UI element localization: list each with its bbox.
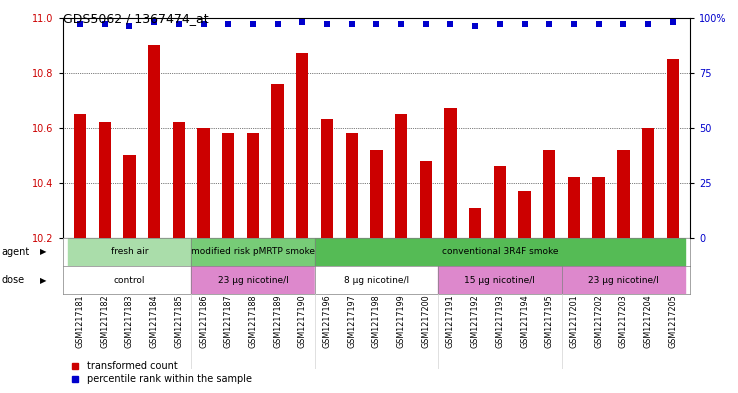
Bar [246, 133, 259, 238]
Text: GSM1217199: GSM1217199 [396, 294, 406, 348]
Bar [642, 128, 654, 238]
Point [667, 19, 679, 25]
Text: agent: agent [1, 247, 30, 257]
Bar [314, 238, 685, 266]
Text: modified risk pMRTP smoke: modified risk pMRTP smoke [191, 248, 315, 256]
Bar [518, 191, 531, 238]
Text: 23 μg nicotine/l: 23 μg nicotine/l [218, 276, 289, 285]
Text: GSM1217198: GSM1217198 [372, 294, 381, 348]
Text: GSM1217194: GSM1217194 [520, 294, 529, 348]
Text: ▶: ▶ [40, 276, 46, 285]
Text: GSM1217204: GSM1217204 [644, 294, 652, 348]
Bar [197, 128, 210, 238]
Text: GSM1217188: GSM1217188 [249, 294, 258, 348]
Point [74, 21, 86, 28]
Bar [345, 133, 358, 238]
Text: dose: dose [1, 275, 24, 285]
Bar [68, 266, 191, 294]
Point [272, 21, 283, 28]
Text: GSM1217182: GSM1217182 [100, 294, 109, 348]
Text: GSM1217197: GSM1217197 [347, 294, 356, 348]
Bar [593, 177, 605, 238]
Bar [568, 177, 580, 238]
Point [469, 23, 481, 29]
Bar [314, 266, 438, 294]
Text: GSM1217187: GSM1217187 [224, 294, 232, 348]
Bar [444, 108, 457, 238]
Text: 8 μg nicotine/l: 8 μg nicotine/l [344, 276, 409, 285]
Text: GSM1217201: GSM1217201 [570, 294, 579, 348]
Bar [543, 150, 556, 238]
Point [321, 21, 333, 28]
Point [99, 21, 111, 28]
Text: GSM1217186: GSM1217186 [199, 294, 208, 348]
Text: GSM1217191: GSM1217191 [446, 294, 455, 348]
Bar [222, 133, 235, 238]
Text: GSM1217202: GSM1217202 [594, 294, 603, 348]
Text: ▶: ▶ [40, 248, 46, 256]
Point [420, 21, 432, 28]
Text: 15 μg nicotine/l: 15 μg nicotine/l [464, 276, 535, 285]
Point [247, 21, 259, 28]
Text: GSM1217196: GSM1217196 [323, 294, 331, 348]
Point [543, 21, 555, 28]
Bar [494, 166, 506, 238]
Text: GSM1217192: GSM1217192 [471, 294, 480, 348]
Legend: transformed count, percentile rank within the sample: transformed count, percentile rank withi… [68, 358, 256, 388]
Point [297, 19, 308, 25]
Text: GSM1217185: GSM1217185 [174, 294, 183, 348]
Bar [420, 161, 432, 238]
Text: conventional 3R4F smoke: conventional 3R4F smoke [441, 248, 558, 256]
Bar [99, 122, 111, 238]
Bar [191, 266, 314, 294]
Bar [173, 122, 185, 238]
Text: GSM1217195: GSM1217195 [545, 294, 554, 348]
Bar [68, 238, 191, 266]
Bar [296, 53, 308, 238]
Text: GSM1217200: GSM1217200 [421, 294, 430, 348]
Point [568, 21, 580, 28]
Text: fresh air: fresh air [111, 248, 148, 256]
Bar [272, 84, 284, 238]
Point [370, 21, 382, 28]
Point [198, 21, 210, 28]
Text: GSM1217203: GSM1217203 [619, 294, 628, 348]
Bar [469, 208, 481, 238]
Point [618, 21, 630, 28]
Point [222, 21, 234, 28]
Bar [148, 45, 160, 238]
Text: 23 μg nicotine/l: 23 μg nicotine/l [588, 276, 659, 285]
Text: GSM1217190: GSM1217190 [298, 294, 307, 348]
Text: GSM1217205: GSM1217205 [668, 294, 677, 348]
Text: GSM1217189: GSM1217189 [273, 294, 282, 348]
Text: control: control [114, 276, 145, 285]
Bar [321, 119, 333, 238]
Point [123, 23, 135, 29]
Point [642, 21, 654, 28]
Point [593, 21, 604, 28]
Text: GSM1217193: GSM1217193 [495, 294, 504, 348]
Point [519, 21, 531, 28]
Point [494, 21, 506, 28]
Bar [562, 266, 685, 294]
Point [395, 21, 407, 28]
Bar [666, 59, 679, 238]
Bar [74, 114, 86, 238]
Text: GSM1217183: GSM1217183 [125, 294, 134, 348]
Point [444, 21, 456, 28]
Text: GSM1217184: GSM1217184 [150, 294, 159, 348]
Text: GSM1217181: GSM1217181 [75, 294, 85, 348]
Bar [617, 150, 630, 238]
Point [173, 21, 184, 28]
Text: GDS5062 / 1367474_at: GDS5062 / 1367474_at [63, 12, 208, 25]
Bar [395, 114, 407, 238]
Bar [438, 266, 562, 294]
Bar [370, 150, 382, 238]
Bar [191, 238, 314, 266]
Point [148, 19, 160, 25]
Bar [123, 155, 136, 238]
Point [346, 21, 358, 28]
